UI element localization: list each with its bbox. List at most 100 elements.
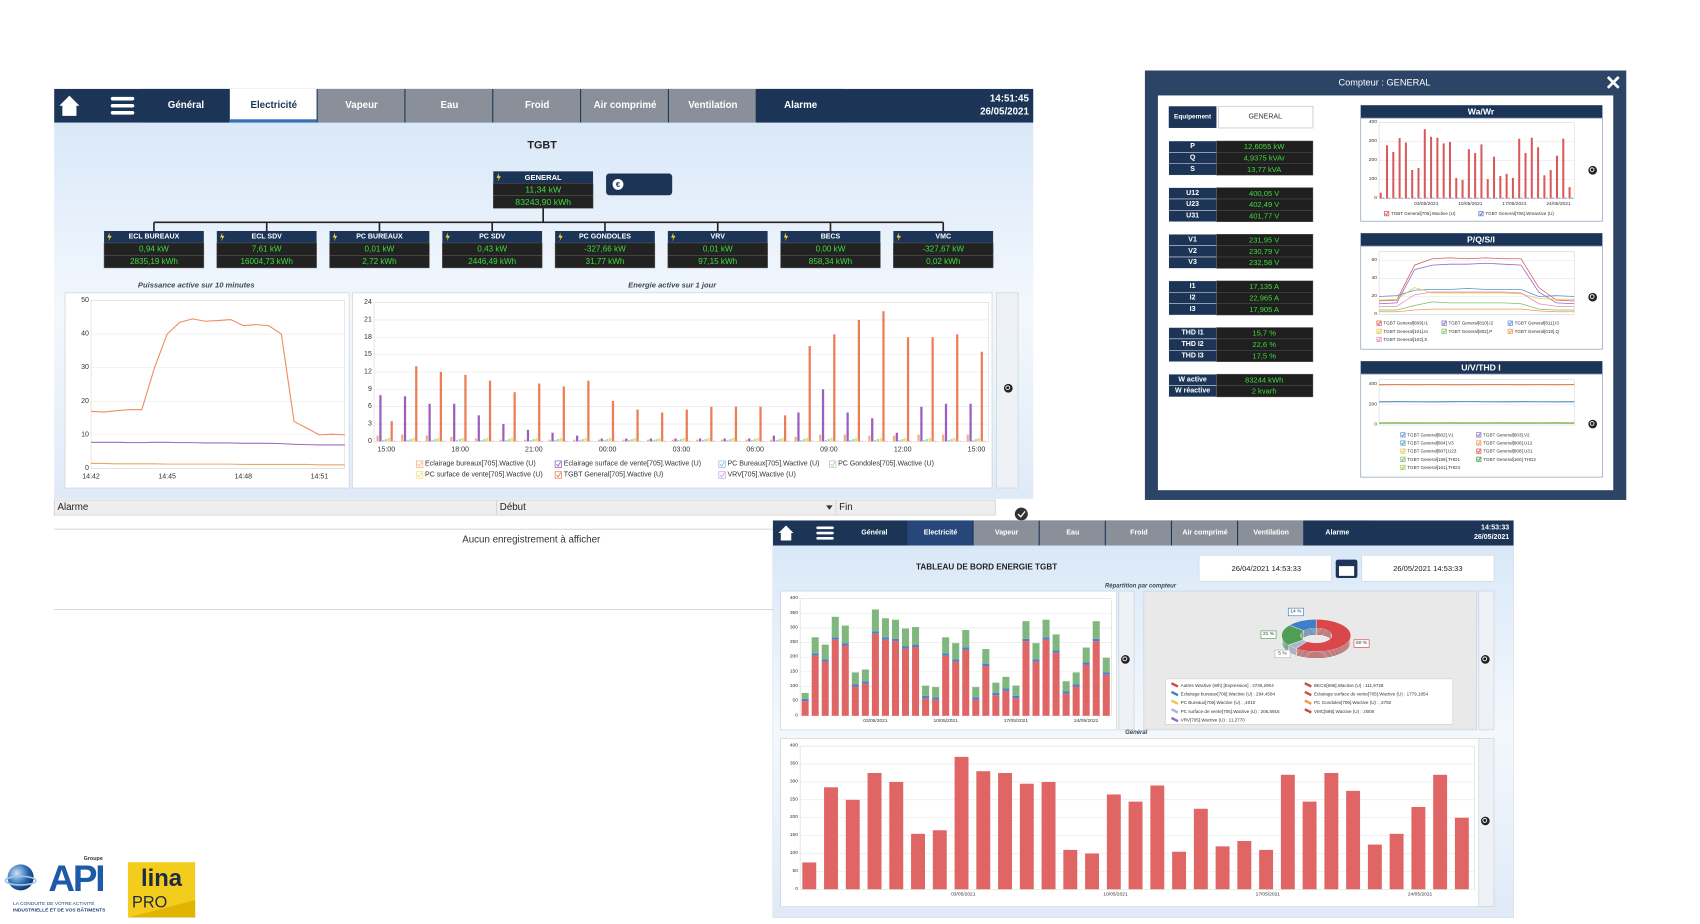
legend-checkbox[interactable] <box>718 471 726 479</box>
legend-checkbox[interactable] <box>1441 320 1447 326</box>
nav-tab[interactable] <box>405 88 493 123</box>
bar <box>674 438 677 442</box>
bar <box>562 386 565 442</box>
legend-swatch <box>1304 699 1312 705</box>
legend-checkbox[interactable] <box>1384 211 1390 217</box>
bar <box>1346 790 1361 890</box>
legend-checkbox[interactable] <box>718 460 726 468</box>
nav-tab[interactable] <box>841 520 907 546</box>
nav-tab[interactable] <box>493 88 581 123</box>
legend-checkbox[interactable] <box>1476 456 1482 462</box>
legend-checkbox[interactable] <box>829 460 837 468</box>
nav-tab[interactable] <box>1238 520 1304 546</box>
menu-button[interactable] <box>110 96 135 101</box>
nav-tab[interactable] <box>1105 520 1171 546</box>
nav-tab[interactable] <box>317 88 405 123</box>
legend-checkbox[interactable] <box>1400 464 1406 470</box>
bar-segment <box>952 643 960 660</box>
zoom-button[interactable] <box>1480 816 1490 826</box>
nav-tab[interactable] <box>1172 520 1238 546</box>
bar <box>1568 187 1571 199</box>
zoom-button[interactable] <box>1480 655 1490 664</box>
date-end-field[interactable] <box>1361 554 1495 582</box>
legend-checkbox[interactable] <box>1507 328 1513 334</box>
close-button[interactable] <box>1606 76 1620 89</box>
dropdown-arrow[interactable] <box>826 505 833 510</box>
zoom-button[interactable] <box>1121 655 1130 664</box>
legend-checkbox[interactable] <box>1476 440 1482 446</box>
bar-segment <box>902 648 910 716</box>
bar <box>516 440 519 442</box>
menu-button[interactable] <box>110 103 135 108</box>
bar <box>1564 197 1567 199</box>
legend-checkbox[interactable] <box>1476 432 1482 438</box>
nav-tab[interactable] <box>1304 520 1370 546</box>
meter-header <box>104 231 204 243</box>
validate-button[interactable] <box>1014 507 1028 521</box>
legend-checkbox[interactable] <box>415 460 424 468</box>
legend-checkbox[interactable] <box>1400 440 1406 446</box>
legend-checkbox[interactable] <box>415 471 424 479</box>
menu-button[interactable] <box>110 111 135 115</box>
bar <box>611 400 615 442</box>
y-tick-label: 0 <box>795 712 798 718</box>
meter-header <box>893 231 994 243</box>
cost-button[interactable] <box>606 173 673 196</box>
zoom-button[interactable] <box>1588 419 1598 429</box>
bar <box>998 772 1013 890</box>
legend-checkbox[interactable] <box>1478 211 1484 217</box>
bar <box>431 440 434 442</box>
bar-segment <box>972 697 980 700</box>
bar <box>1482 197 1485 199</box>
bar <box>1549 169 1552 199</box>
legend-checkbox[interactable] <box>1376 328 1382 334</box>
chart-caption: Général <box>1125 730 1148 736</box>
zoom-button-lens <box>1482 818 1488 823</box>
bar-segment <box>1082 647 1090 663</box>
bar <box>827 439 830 442</box>
legend-label: VRV[705].Wactive (U) <box>727 472 795 479</box>
date-start-field[interactable] <box>1198 554 1332 582</box>
nav-tab[interactable] <box>142 88 229 123</box>
bar <box>505 440 508 442</box>
legend-checkbox[interactable] <box>1441 328 1447 334</box>
menu-button[interactable] <box>816 536 834 540</box>
nav-tab[interactable] <box>229 88 317 123</box>
legend-checkbox[interactable] <box>1400 456 1406 462</box>
zoom-button[interactable] <box>1588 292 1598 302</box>
bar-segment <box>871 633 879 716</box>
menu-button[interactable] <box>816 526 834 530</box>
bar <box>510 437 513 442</box>
bar <box>1398 138 1401 199</box>
legend-checkbox[interactable] <box>1400 432 1406 438</box>
zoom-button[interactable] <box>1588 165 1598 175</box>
nav-tab[interactable] <box>1039 520 1105 546</box>
legend-label: TGBT General[807].U23 <box>1407 449 1457 454</box>
legend-checkbox[interactable] <box>1376 320 1382 326</box>
bar-segment <box>1012 685 1020 696</box>
legend-checkbox[interactable] <box>554 471 562 479</box>
bar <box>1562 138 1565 199</box>
legend-checkbox[interactable] <box>1376 336 1382 342</box>
nav-tab[interactable] <box>668 88 756 123</box>
legend-check <box>1377 321 1381 326</box>
bar <box>603 440 606 442</box>
bar <box>1518 138 1521 199</box>
legend-label: PC surface de vente[705].Wactive (U) : 2… <box>1181 709 1280 714</box>
bar <box>425 435 428 442</box>
nav-tab[interactable] <box>973 520 1039 546</box>
home-button[interactable] <box>778 525 794 541</box>
legend-label: TGBT General[809].I1 <box>1383 321 1428 326</box>
zoom-button[interactable] <box>1003 383 1013 393</box>
legend-checkbox[interactable] <box>1476 448 1482 454</box>
legend-checkbox[interactable] <box>1507 320 1513 326</box>
nav-tab[interactable] <box>581 88 668 123</box>
legend-checkbox[interactable] <box>1400 448 1406 454</box>
nav-tab[interactable] <box>756 88 844 123</box>
nav-tab[interactable] <box>907 520 973 546</box>
bar <box>1063 849 1078 890</box>
menu-button[interactable] <box>816 531 834 535</box>
logo-edition: PRO <box>132 893 167 911</box>
legend-checkbox[interactable] <box>554 460 562 468</box>
